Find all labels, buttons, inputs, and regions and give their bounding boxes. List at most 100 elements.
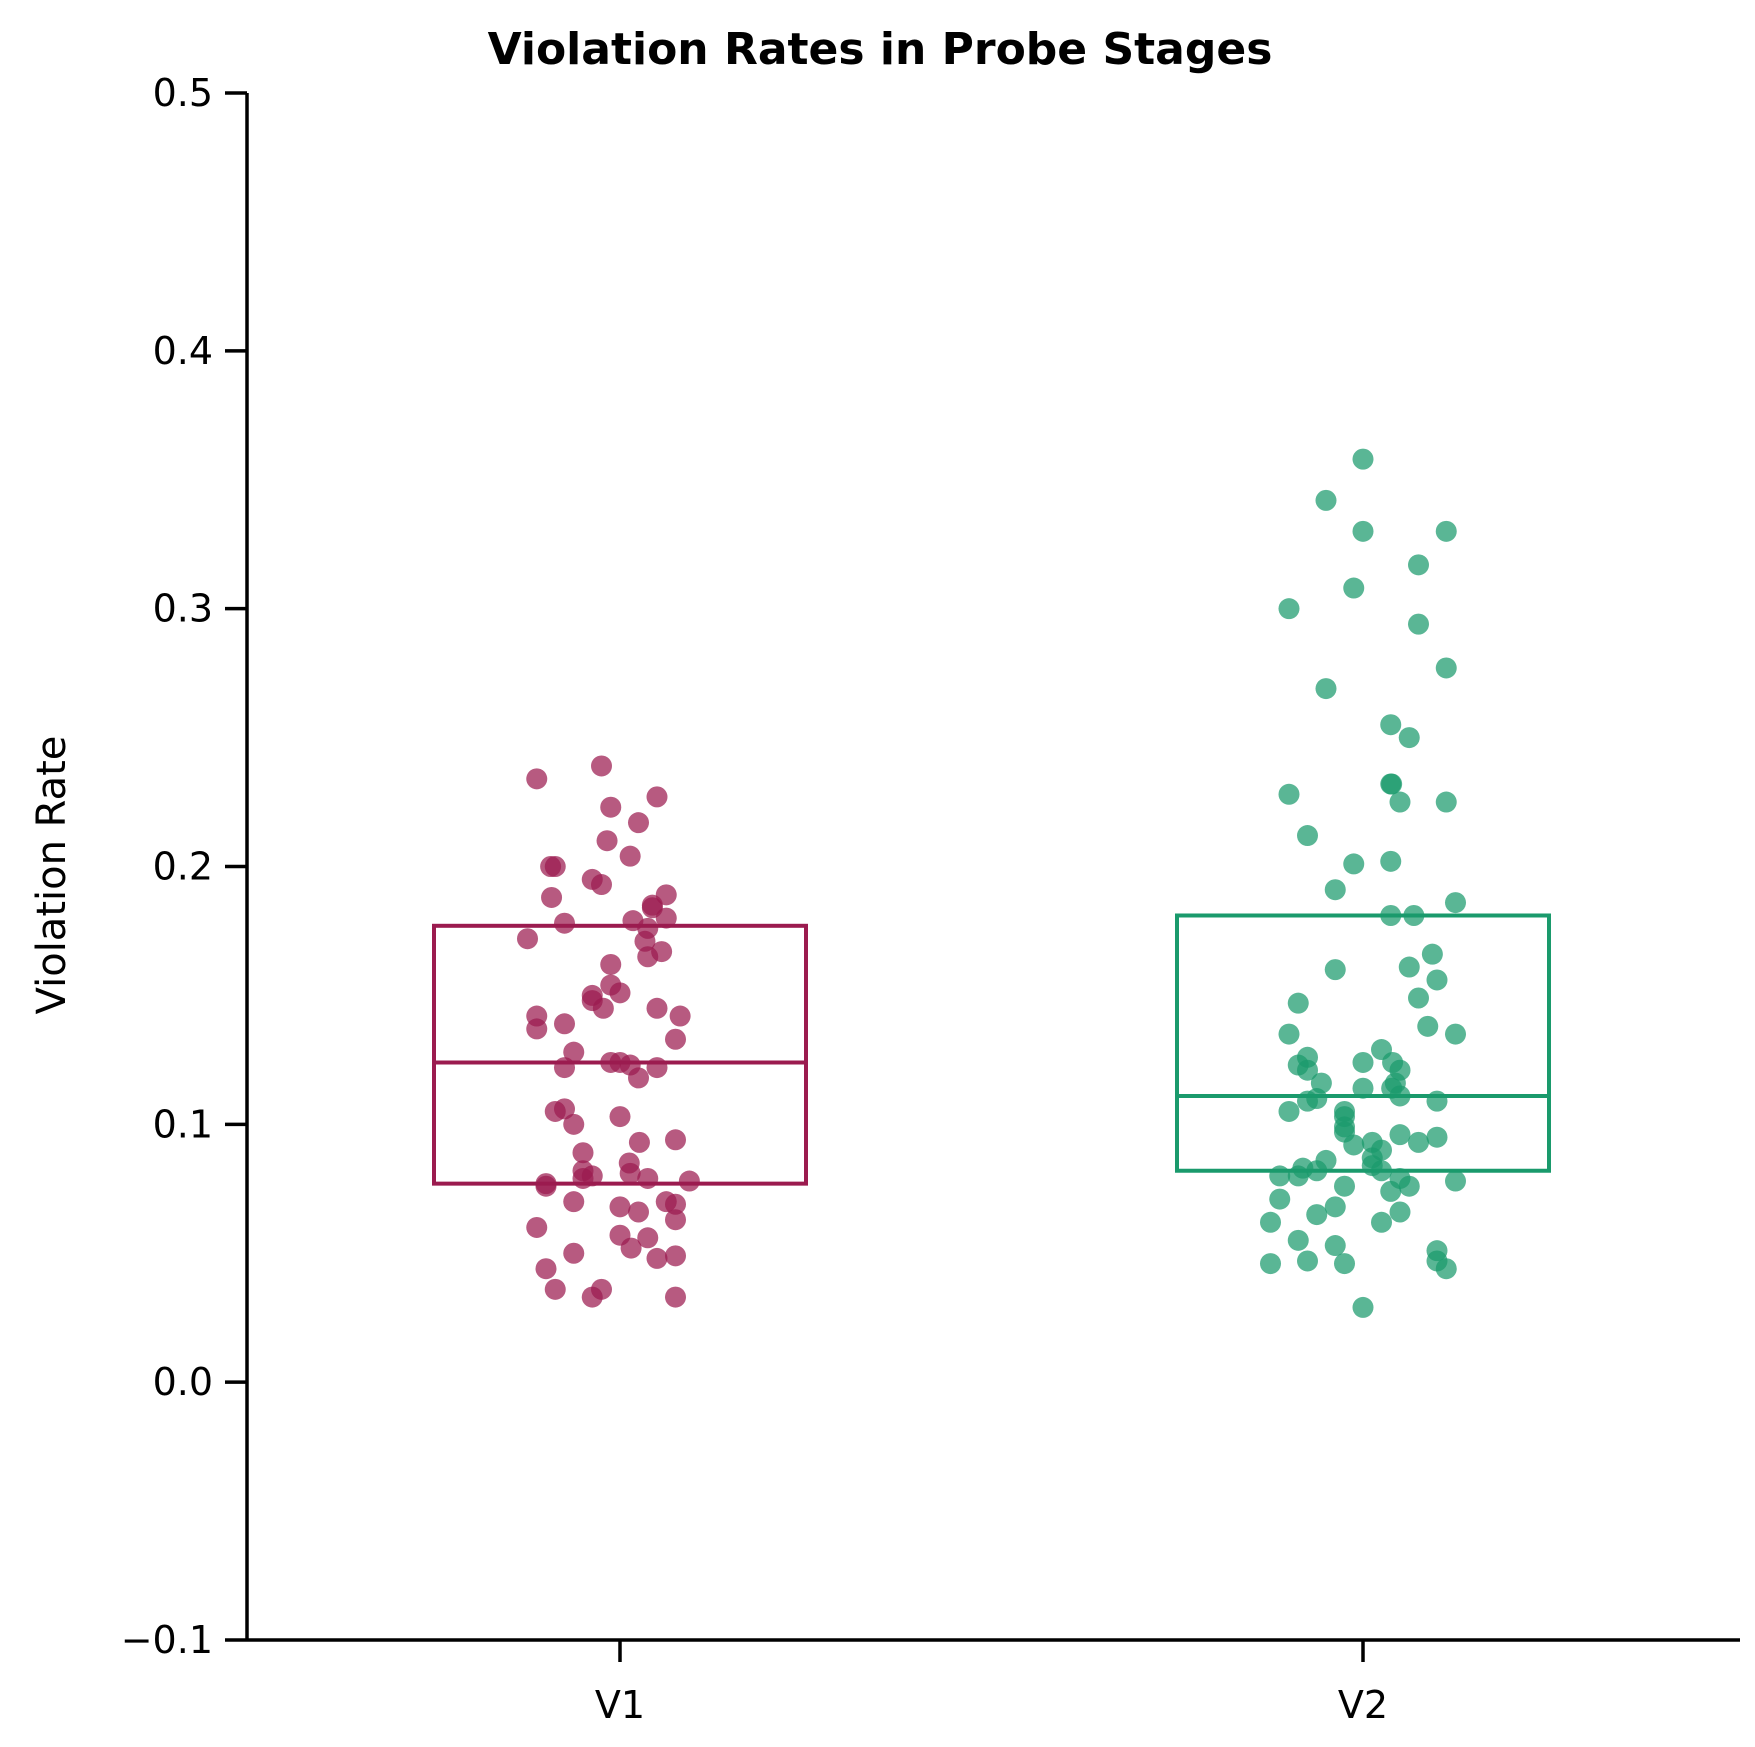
x-axis: V1 V2 xyxy=(247,1638,1740,1727)
data-point xyxy=(563,1242,585,1264)
data-point xyxy=(1324,1196,1346,1218)
data-point xyxy=(1380,714,1402,736)
data-point xyxy=(535,1175,557,1197)
data-point xyxy=(544,1100,566,1122)
data-point xyxy=(609,982,631,1004)
data-point xyxy=(1435,657,1457,679)
data-point xyxy=(1260,1253,1281,1275)
data-point xyxy=(1389,1201,1411,1223)
data-point xyxy=(634,930,656,952)
data-point xyxy=(620,1237,642,1259)
data-point xyxy=(1278,598,1300,620)
data-point xyxy=(1380,850,1402,872)
data-point xyxy=(581,1286,603,1308)
x-tick-label: V1 xyxy=(595,1683,645,1727)
data-point xyxy=(563,1191,585,1213)
data-point xyxy=(1398,727,1420,749)
data-point xyxy=(1398,1175,1420,1197)
data-point xyxy=(1287,1229,1309,1251)
y-tick-label: 0.3 xyxy=(153,587,213,631)
series-v2 xyxy=(1175,448,1551,1318)
data-point xyxy=(1371,1211,1392,1233)
box-iqr xyxy=(432,923,808,1186)
data-point xyxy=(1269,1165,1291,1187)
data-point xyxy=(1297,1250,1318,1272)
data-point xyxy=(1421,943,1443,965)
data-point xyxy=(535,1258,557,1280)
data-point xyxy=(1306,1204,1328,1226)
data-point xyxy=(641,894,663,916)
data-point xyxy=(1435,791,1457,813)
data-point xyxy=(637,1227,659,1249)
data-point xyxy=(646,786,668,808)
data-point xyxy=(665,1245,686,1267)
series-v1 xyxy=(432,755,808,1308)
data-point xyxy=(1287,1165,1309,1187)
data-point xyxy=(526,768,548,790)
data-point xyxy=(619,1162,641,1184)
data-point xyxy=(1315,678,1337,700)
data-point xyxy=(1426,1126,1448,1148)
box-iqr xyxy=(1175,913,1551,1173)
data-point xyxy=(628,1131,650,1153)
data-point xyxy=(1389,1124,1411,1146)
data-point xyxy=(592,997,614,1019)
data-point xyxy=(665,1209,686,1231)
data-point xyxy=(1324,959,1346,981)
data-point xyxy=(563,1041,585,1063)
data-point xyxy=(526,1216,548,1238)
data-point xyxy=(1352,520,1374,542)
data-point xyxy=(665,1193,686,1215)
data-point xyxy=(1389,791,1411,813)
data-point xyxy=(541,886,563,908)
data-point xyxy=(1398,956,1420,978)
data-point xyxy=(544,856,566,877)
y-tick-label: 0.4 xyxy=(153,329,213,373)
data-point xyxy=(600,796,622,818)
data-point xyxy=(1408,554,1429,576)
data-point xyxy=(665,1028,686,1050)
data-point xyxy=(1445,1023,1466,1045)
data-point xyxy=(1287,992,1309,1014)
data-point xyxy=(517,928,538,950)
y-axis-title: Violation Rate xyxy=(29,736,75,1015)
data-point xyxy=(581,868,603,890)
data-point xyxy=(1408,987,1429,1009)
data-point xyxy=(1306,1088,1328,1110)
data-point xyxy=(1260,1211,1281,1233)
data-point xyxy=(1445,1170,1466,1192)
data-point xyxy=(591,755,612,777)
data-point xyxy=(1343,853,1365,875)
data-point xyxy=(1435,1258,1457,1280)
data-point xyxy=(1445,892,1466,914)
data-point xyxy=(1426,969,1448,991)
data-point xyxy=(665,1129,686,1151)
data-point xyxy=(628,1201,649,1223)
data-point xyxy=(1278,1023,1300,1045)
data-point xyxy=(1334,1253,1355,1275)
data-point xyxy=(581,1165,603,1187)
data-point xyxy=(554,1013,575,1035)
data-point xyxy=(1380,773,1402,795)
data-point xyxy=(1426,1090,1448,1112)
data-point xyxy=(544,1278,566,1300)
data-point xyxy=(669,1005,691,1027)
data-point xyxy=(619,845,641,867)
data-point xyxy=(1408,613,1429,635)
data-point xyxy=(1352,1296,1374,1318)
data-point xyxy=(596,830,618,852)
chart-title: Violation Rates in Probe Stages xyxy=(488,24,1273,75)
data-point xyxy=(1297,825,1318,847)
data-point xyxy=(1408,1131,1429,1153)
data-point xyxy=(1324,1235,1346,1257)
data-point xyxy=(1324,879,1346,901)
data-point xyxy=(1343,1134,1365,1156)
y-axis: −0.1 0.0 0.1 0.2 0.3 0.4 0.5 xyxy=(121,71,249,1662)
y-tick-label: 0.0 xyxy=(153,1360,213,1404)
data-point xyxy=(646,997,668,1019)
data-point xyxy=(665,1286,686,1308)
data-point xyxy=(1435,520,1457,542)
data-point xyxy=(609,1106,631,1128)
y-tick-label: 0.1 xyxy=(153,1102,213,1146)
data-point xyxy=(655,907,677,929)
